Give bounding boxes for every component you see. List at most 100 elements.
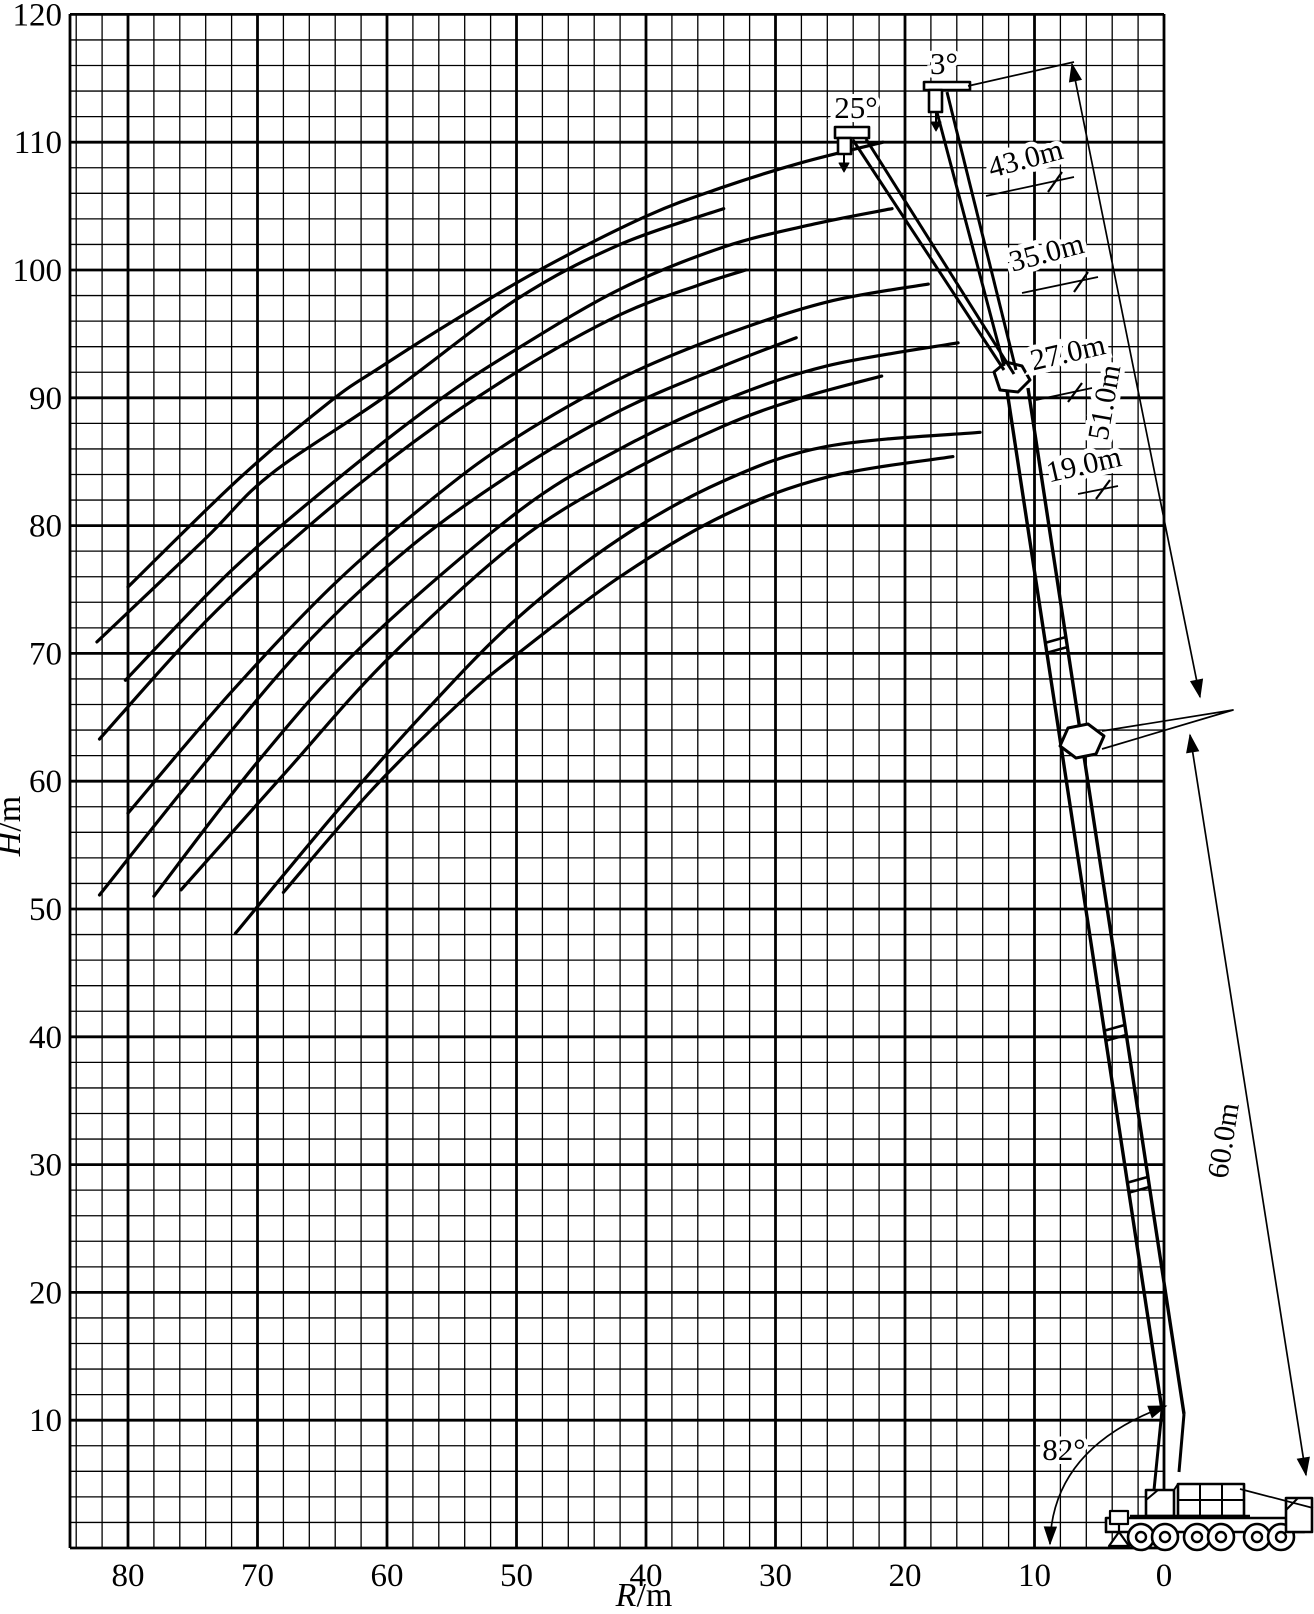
label-jib-length-43m: 43.0m <box>985 133 1067 185</box>
wheel-hub <box>1214 1530 1228 1544</box>
dim-43m-slash <box>1047 171 1063 193</box>
boom-head-mount <box>992 360 1032 394</box>
wheel-hub <box>1250 1530 1264 1544</box>
label-boom-length-60m: 60.0m <box>1201 1100 1245 1180</box>
boom-section-tick <box>1102 1023 1125 1033</box>
dim-60m-line <box>1189 734 1307 1476</box>
y-tick-label: 110 <box>14 125 62 161</box>
x-tick-label: 70 <box>241 1558 274 1594</box>
dim-27m-slash <box>1067 382 1083 403</box>
dim-60m-arrow-top <box>1186 733 1200 754</box>
dim-51m-line <box>1071 63 1201 698</box>
x-axis-title: R/m <box>615 1577 673 1614</box>
wheel-hub <box>1274 1530 1288 1544</box>
jib-25deg-sheave <box>836 136 853 156</box>
outrigger-pad <box>1107 1530 1131 1548</box>
jib-3deg-chord-b <box>945 91 1018 371</box>
dim-19m-slash <box>1095 479 1111 500</box>
ext-line-boom-foot <box>1239 1488 1314 1509</box>
outrigger-box <box>1108 1509 1130 1526</box>
x-tick-label: 80 <box>112 1558 145 1594</box>
range-curve-7 <box>152 341 960 898</box>
jib-25deg-chord-b <box>864 138 1016 375</box>
range-curve-3 <box>123 207 894 682</box>
jib-25deg-chord-a <box>851 139 1006 371</box>
y-tick-label: 100 <box>13 253 63 289</box>
jib-3deg-chord-a <box>932 100 1006 367</box>
boom-angle-arc <box>1049 1405 1167 1545</box>
operator-cab <box>1144 1488 1176 1518</box>
range-curve-4 <box>97 268 748 741</box>
operator-cab-windshield <box>1145 1489 1159 1501</box>
dim-43m-tick <box>985 176 1075 197</box>
boom-section-tick <box>1125 1175 1148 1185</box>
boom-foot-right <box>1177 1413 1186 1473</box>
y-tick-label: 20 <box>29 1275 62 1311</box>
y-tick-label: 10 <box>29 1403 62 1439</box>
label-boom-length-51m: 51.0m <box>1082 362 1128 442</box>
label-boom-angle-82deg: 82° <box>1042 1432 1085 1467</box>
dim-51m-arrow-top <box>1068 62 1083 83</box>
y-tick-label: 120 <box>13 0 63 33</box>
boom-section-tick <box>1104 1033 1127 1043</box>
jib-25deg-head <box>833 125 871 140</box>
dim-19m-tick <box>1077 485 1119 495</box>
dimension-lines <box>967 61 1314 1546</box>
boom-section-tick <box>1045 645 1068 655</box>
x-tick-label: 30 <box>759 1558 792 1594</box>
boom-section-tick <box>1044 635 1067 645</box>
wheel-hub <box>1134 1530 1148 1544</box>
range-curve-8 <box>179 374 884 892</box>
y-tick-label: 80 <box>29 509 62 545</box>
range-curve-1 <box>126 140 885 589</box>
grid <box>68 12 1166 1550</box>
range-curve-6 <box>97 336 798 897</box>
range-curve-2 <box>95 207 726 644</box>
boom-chord-right <box>1026 387 1186 1415</box>
boom-angle-arrow-bottom <box>1043 1526 1058 1546</box>
boom-section-tick <box>1127 1185 1150 1195</box>
label-jib-offset-25deg: 25° <box>834 90 877 125</box>
y-tick-label: 50 <box>29 892 62 928</box>
x-tick-label: 10 <box>1018 1558 1051 1594</box>
x-tick-label: 60 <box>371 1558 404 1594</box>
y-tick-label: 60 <box>29 764 62 800</box>
wheel-hub <box>1158 1530 1172 1544</box>
ext-line-jib-head <box>967 61 1075 87</box>
wheel-hub <box>1190 1530 1204 1544</box>
boom-chord-left <box>1004 383 1164 1411</box>
range-curves <box>95 140 982 935</box>
range-curve-5 <box>126 282 930 815</box>
jib-3deg-sheave <box>927 88 944 114</box>
x-tick-label: 40 <box>630 1558 663 1594</box>
x-tick-label: 0 <box>1156 1558 1173 1594</box>
dim-51m-arrow-bottom <box>1189 678 1204 699</box>
y-tick-label: 70 <box>29 636 62 672</box>
dim-35m-slash <box>1073 271 1089 293</box>
dim-35m-tick <box>1021 276 1099 294</box>
crane-drawing <box>833 80 1314 1552</box>
x-tick-label: 50 <box>500 1558 533 1594</box>
range-curve-9 <box>233 430 982 935</box>
y-tick-label: 40 <box>29 1020 62 1056</box>
label-jib-offset-3deg: 3° <box>930 46 958 81</box>
dim-60m-arrow-bottom <box>1296 1456 1310 1477</box>
driver-cab-window <box>1285 1497 1299 1511</box>
x-tick-label: 20 <box>889 1558 922 1594</box>
y-tick-label: 90 <box>29 381 62 417</box>
boom-foot-left <box>1152 1409 1164 1491</box>
dim-27m-tick <box>1035 387 1093 401</box>
boom-collar <box>1058 722 1106 760</box>
jib-3deg-hook <box>930 121 942 132</box>
collar-extension-bar <box>1101 709 1234 750</box>
deck-slope <box>1173 1483 1179 1491</box>
range-curve-10 <box>281 454 955 894</box>
boom-angle-arrow-top <box>1147 1405 1168 1419</box>
y-axis-title: H/m <box>0 796 28 857</box>
jib-25deg-hook <box>838 162 850 173</box>
driver-cab <box>1284 1496 1314 1534</box>
y-tick-label: 30 <box>29 1148 62 1184</box>
